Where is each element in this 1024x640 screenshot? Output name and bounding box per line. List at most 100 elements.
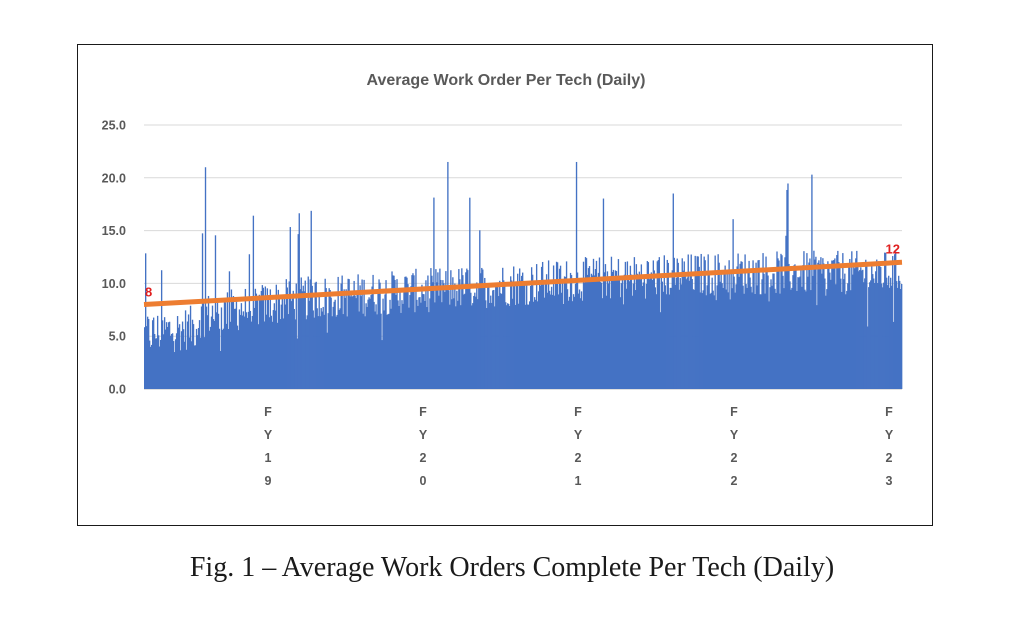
daily-bar [596, 279, 599, 389]
daily-bar [168, 321, 171, 389]
daily-bar [506, 305, 508, 389]
daily-bar [499, 280, 501, 389]
daily-bar [249, 310, 252, 389]
daily-bar [729, 299, 731, 389]
daily-bar [419, 297, 421, 389]
daily-bar [455, 306, 457, 389]
daily-bar [693, 289, 695, 389]
daily-bar [476, 282, 478, 389]
daily-bar [230, 289, 233, 389]
daily-bar [741, 261, 743, 389]
daily-bar [169, 335, 172, 389]
daily-bar [367, 299, 369, 389]
daily-bar [288, 281, 290, 389]
daily-bar [229, 321, 232, 389]
daily-bar [475, 296, 477, 389]
daily-bar [335, 316, 337, 389]
daily-bar [878, 261, 880, 389]
daily-bar [213, 320, 216, 389]
daily-bar [494, 306, 496, 389]
daily-bar [899, 280, 901, 389]
daily-bar [715, 300, 717, 389]
daily-bar [144, 327, 146, 389]
daily-bar [411, 275, 413, 389]
daily-bar [211, 305, 214, 389]
daily-bar [794, 264, 796, 389]
daily-bar [407, 284, 409, 389]
daily-bar [611, 271, 614, 389]
daily-bar [201, 233, 204, 389]
daily-bar [647, 262, 650, 389]
daily-bar [172, 341, 175, 389]
daily-bar [746, 287, 748, 389]
daily-bar [670, 287, 672, 389]
daily-bar [849, 258, 851, 389]
daily-bar [497, 283, 499, 389]
daily-bar [719, 281, 721, 389]
daily-bar [282, 318, 284, 389]
daily-bar [799, 276, 801, 389]
x-category-char: 1 [265, 451, 272, 465]
daily-bar [405, 276, 407, 389]
daily-bar [362, 313, 364, 389]
daily-bar [246, 317, 249, 389]
chart-title: Average Work Order Per Tech (Daily) [367, 72, 646, 89]
daily-bar [574, 283, 577, 389]
daily-bar [755, 262, 757, 389]
daily-bar [866, 263, 868, 389]
daily-bar [533, 297, 536, 389]
daily-bar [361, 279, 363, 389]
daily-bar [828, 265, 830, 389]
daily-bar [243, 316, 246, 389]
daily-bar [329, 290, 331, 389]
daily-bar [730, 272, 732, 389]
y-axis-ticks: 0.0 5.0 10.0 15.0 20.0 25.0 [102, 119, 126, 397]
daily-bar [289, 227, 291, 389]
daily-bar [576, 272, 579, 389]
daily-bar [167, 322, 170, 389]
daily-bar [776, 251, 778, 389]
daily-bar [145, 326, 148, 389]
daily-bar [462, 275, 464, 389]
daily-bar [873, 278, 875, 389]
daily-bar [837, 250, 839, 389]
x-category-fy22: FY 2 2 [730, 405, 739, 488]
daily-bar [396, 279, 398, 389]
daily-bar [517, 273, 519, 389]
daily-bar [649, 274, 652, 389]
daily-bar [196, 335, 199, 389]
daily-bar [709, 293, 711, 389]
daily-bar [445, 271, 447, 389]
daily-bar [616, 279, 619, 389]
daily-bar [280, 304, 282, 389]
daily-bar [274, 310, 277, 389]
daily-bar [891, 285, 893, 389]
daily-bar [461, 268, 463, 389]
daily-bar [283, 298, 285, 389]
daily-bar [185, 349, 188, 389]
daily-bar [580, 291, 583, 389]
daily-bar [426, 307, 428, 389]
daily-bar [703, 256, 705, 389]
daily-bar [551, 294, 554, 389]
daily-bar [516, 283, 518, 389]
daily-bar [470, 292, 472, 389]
daily-bar [772, 273, 774, 389]
daily-bar [424, 301, 426, 389]
daily-bar [884, 252, 886, 389]
daily-bar [678, 289, 680, 389]
daily-bar [163, 317, 166, 389]
daily-bar [747, 270, 749, 389]
daily-bar [582, 261, 585, 389]
daily-bar [438, 295, 440, 389]
daily-bar [650, 272, 653, 389]
daily-bar [175, 333, 178, 389]
daily-bar [553, 295, 556, 389]
x-category-char: 2 [731, 474, 738, 488]
daily-bar [559, 265, 562, 389]
daily-bar [156, 315, 159, 389]
daily-bar [308, 300, 310, 389]
daily-bar [871, 262, 873, 389]
daily-bar [269, 289, 272, 389]
daily-bar [251, 315, 254, 389]
